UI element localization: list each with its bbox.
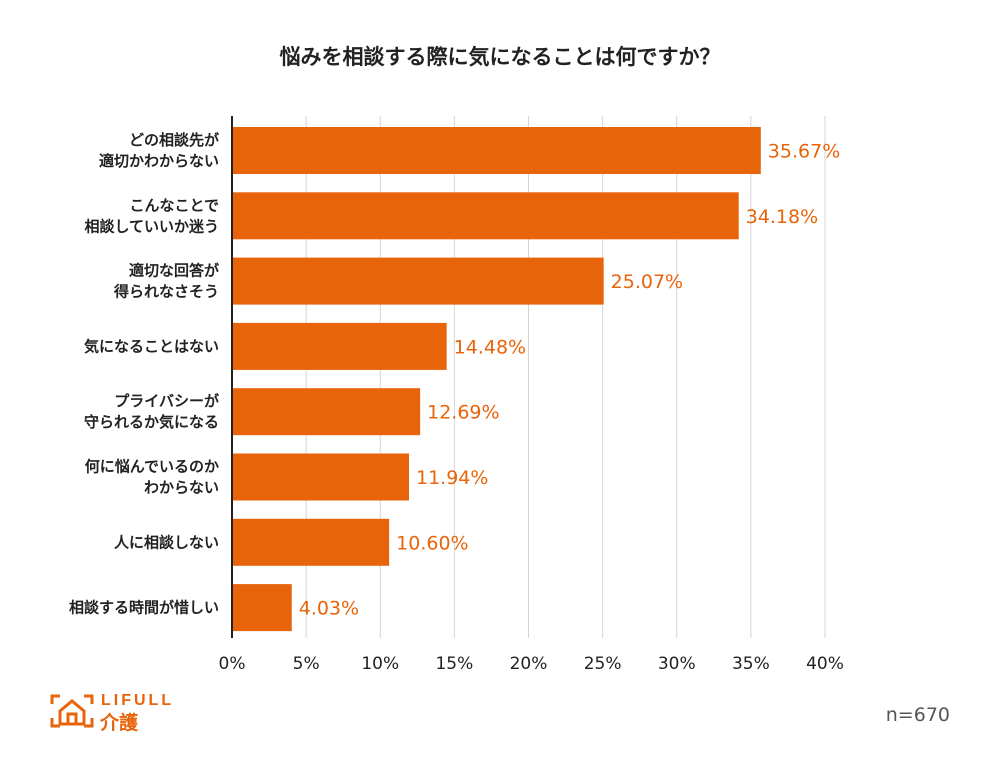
- x-tick-label: 20%: [510, 654, 548, 674]
- value-label: 11.94%: [416, 467, 488, 489]
- lifull-logo: LIFULL 介護: [50, 692, 174, 734]
- bar: [232, 584, 292, 632]
- bar: [232, 127, 761, 174]
- bar: [232, 453, 410, 501]
- bar: [232, 192, 739, 240]
- category-label: こんなことで: [129, 196, 219, 214]
- category-label: 適切な回答が: [129, 262, 220, 280]
- value-label: 25.07%: [611, 271, 683, 293]
- bars: [232, 127, 761, 632]
- house-bracket-icon: [50, 694, 94, 728]
- sample-size: n=670: [886, 704, 950, 726]
- bar: [232, 518, 390, 566]
- category-label: 守られるか気になる: [84, 413, 219, 431]
- category-label: 得られなさそう: [113, 283, 219, 301]
- category-label: どの相談先が: [129, 131, 220, 149]
- bar: [232, 257, 604, 305]
- x-tick-label: 10%: [361, 654, 399, 674]
- x-tick-label: 0%: [219, 654, 246, 674]
- value-labels: 35.67% 34.18% 25.07% 14.48% 12.69% 11.94% 10.6…: [299, 141, 841, 620]
- category-label: 何に悩んでいるのか: [85, 458, 219, 476]
- x-tick-label: 35%: [732, 654, 770, 674]
- chart-title: 悩みを相談する際に気になることは何ですか？: [280, 45, 721, 69]
- value-label: 4.03%: [299, 598, 359, 620]
- logo-subtext: 介護: [99, 711, 139, 734]
- x-tick-labels: 0% 5% 10% 15% 20% 25% 30% 35% 40%: [219, 654, 844, 674]
- value-label: 12.69%: [427, 402, 499, 424]
- category-label: 相談していいか迷う: [84, 217, 219, 235]
- value-label: 10.60%: [396, 532, 468, 554]
- value-label: 35.67%: [768, 141, 840, 163]
- category-label: 人に相談しない: [114, 533, 219, 551]
- x-tick-label: 5%: [293, 654, 320, 674]
- logo-text: LIFULL: [101, 692, 174, 709]
- category-label: 適切かわからない: [99, 152, 219, 170]
- category-label: プライバシーが: [114, 392, 220, 410]
- value-label: 34.18%: [746, 206, 818, 228]
- x-tick-label: 30%: [658, 654, 696, 674]
- category-label: 気になることはない: [84, 337, 219, 355]
- value-label: 14.48%: [454, 336, 526, 358]
- category-labels: どの相談先が適切かわからないこんなことで相談していいか迷う適切な回答が得られなさ…: [69, 131, 220, 617]
- category-label: わからない: [144, 479, 219, 497]
- bar: [232, 388, 421, 436]
- x-tick-label: 15%: [435, 654, 473, 674]
- x-tick-label: 40%: [806, 654, 844, 674]
- x-tick-label: 25%: [584, 654, 622, 674]
- bar: [232, 322, 447, 370]
- category-label: 相談する時間が惜しい: [69, 599, 219, 617]
